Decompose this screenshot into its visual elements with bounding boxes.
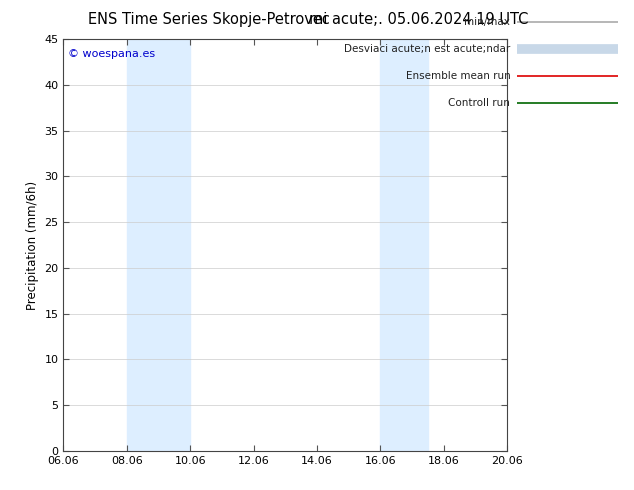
Text: © woespana.es: © woespana.es (68, 49, 155, 59)
Text: min/max: min/max (465, 17, 510, 27)
Text: Controll run: Controll run (448, 98, 510, 108)
Text: ENS Time Series Skopje-Petrovec: ENS Time Series Skopje-Petrovec (88, 12, 330, 27)
Y-axis label: Precipitation (mm/6h): Precipitation (mm/6h) (26, 180, 39, 310)
Text: Ensemble mean run: Ensemble mean run (406, 71, 510, 81)
Text: Desviaci acute;n est acute;ndar: Desviaci acute;n est acute;ndar (344, 44, 510, 54)
Bar (127, 39, 190, 451)
Bar (380, 39, 428, 451)
Text: mi acute;. 05.06.2024 19 UTC: mi acute;. 05.06.2024 19 UTC (309, 12, 528, 27)
